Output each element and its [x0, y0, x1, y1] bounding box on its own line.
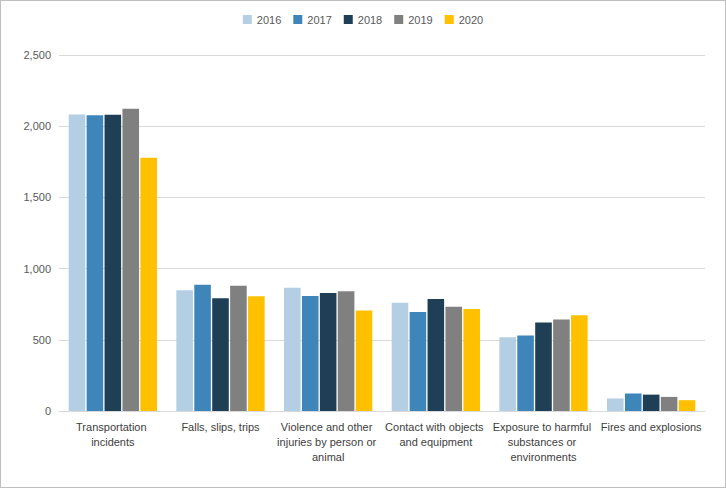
svg-text:Violence and other: Violence and other [281, 421, 376, 433]
svg-text:Transportation: Transportation [76, 421, 150, 433]
svg-text:2019: 2019 [408, 14, 432, 26]
svg-text:incidents: incidents [91, 436, 135, 448]
svg-text:2,500: 2,500 [23, 49, 51, 61]
svg-text:2018: 2018 [358, 14, 382, 26]
svg-text:2,000: 2,000 [23, 120, 51, 132]
svg-text:1,000: 1,000 [23, 263, 51, 275]
svg-text:2020: 2020 [459, 14, 483, 26]
svg-text:Fires and explosions: Fires and explosions [601, 421, 702, 433]
svg-text:2016: 2016 [257, 14, 281, 26]
svg-text:Contact with objects: Contact with objects [385, 421, 487, 433]
svg-text:1,500: 1,500 [23, 191, 51, 203]
svg-text:environments: environments [510, 451, 577, 463]
svg-text:and equipment: and equipment [399, 436, 472, 448]
svg-text:injuries by person or: injuries by person or [277, 436, 379, 448]
svg-text:Falls, slips, trips: Falls, slips, trips [181, 421, 260, 433]
svg-text:500: 500 [33, 334, 51, 346]
svg-text:substances or: substances or [508, 436, 580, 448]
svg-text:Exposure to harmful: Exposure to harmful [493, 421, 595, 433]
svg-text:0: 0 [45, 405, 51, 417]
svg-text:2017: 2017 [307, 14, 331, 26]
svg-text:animal: animal [312, 451, 344, 463]
